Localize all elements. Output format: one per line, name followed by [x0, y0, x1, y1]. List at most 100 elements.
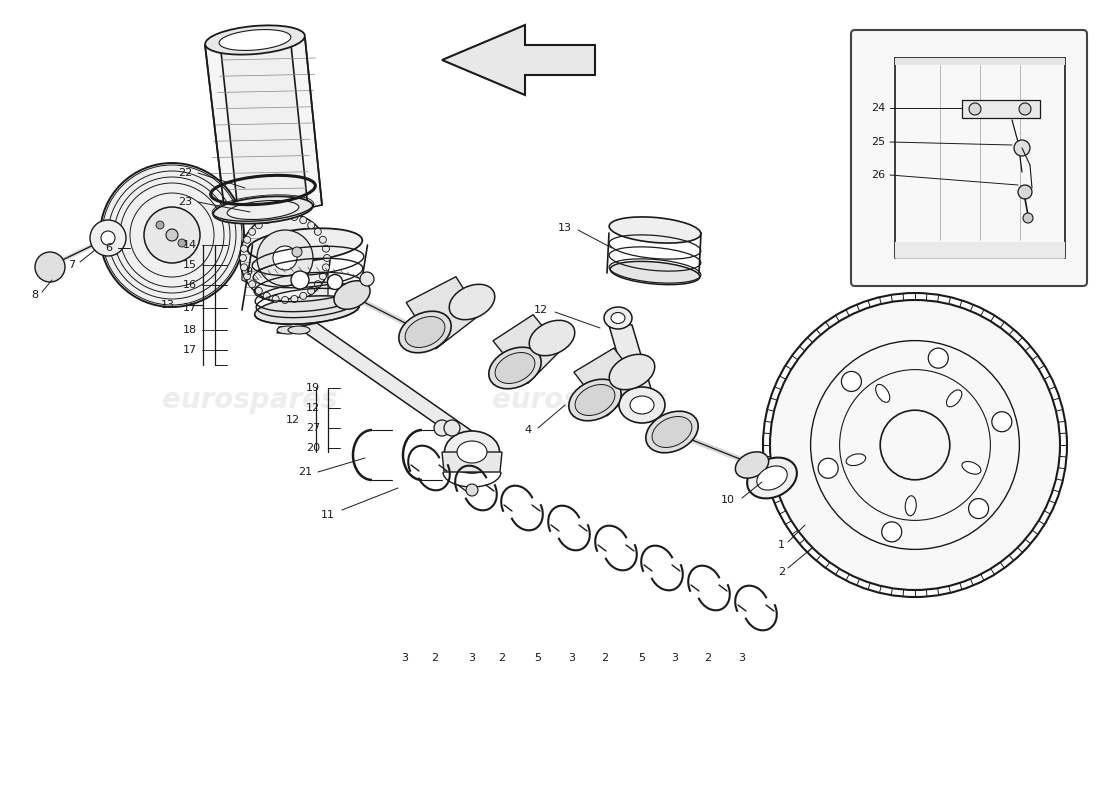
- Text: 1: 1: [778, 540, 785, 550]
- Circle shape: [178, 239, 186, 247]
- Circle shape: [292, 247, 302, 257]
- Circle shape: [818, 458, 838, 478]
- Polygon shape: [297, 323, 482, 442]
- FancyBboxPatch shape: [851, 30, 1087, 286]
- Text: 12: 12: [286, 415, 300, 425]
- Ellipse shape: [206, 26, 305, 54]
- Circle shape: [249, 281, 255, 288]
- Circle shape: [928, 348, 948, 368]
- Polygon shape: [205, 42, 238, 215]
- Text: 16: 16: [183, 280, 197, 290]
- Ellipse shape: [905, 496, 916, 516]
- Circle shape: [244, 273, 251, 280]
- Text: 6: 6: [104, 243, 112, 253]
- Circle shape: [290, 295, 298, 302]
- Ellipse shape: [757, 466, 788, 490]
- Text: 4: 4: [525, 425, 532, 435]
- Circle shape: [290, 214, 298, 221]
- Polygon shape: [277, 327, 299, 333]
- Text: 7: 7: [68, 260, 75, 270]
- Polygon shape: [290, 35, 322, 208]
- Circle shape: [1014, 140, 1030, 156]
- Circle shape: [263, 217, 271, 224]
- Text: eurospares: eurospares: [163, 386, 338, 414]
- Ellipse shape: [610, 262, 700, 285]
- Text: 2: 2: [431, 653, 439, 663]
- Text: 14: 14: [183, 240, 197, 250]
- Text: 3: 3: [402, 653, 408, 663]
- Text: 21: 21: [298, 467, 312, 477]
- Ellipse shape: [328, 274, 342, 290]
- Circle shape: [466, 484, 478, 496]
- Ellipse shape: [630, 396, 654, 414]
- Ellipse shape: [735, 452, 769, 478]
- Circle shape: [360, 272, 374, 286]
- Ellipse shape: [399, 311, 451, 353]
- Circle shape: [156, 221, 164, 229]
- Ellipse shape: [876, 384, 890, 402]
- Text: 3: 3: [469, 653, 475, 663]
- Text: 19: 19: [306, 383, 320, 393]
- Circle shape: [255, 287, 262, 294]
- Ellipse shape: [495, 353, 535, 383]
- Ellipse shape: [609, 217, 701, 243]
- Polygon shape: [962, 100, 1040, 118]
- Circle shape: [1023, 213, 1033, 223]
- Polygon shape: [608, 322, 654, 405]
- Ellipse shape: [292, 271, 309, 289]
- Text: 24: 24: [871, 103, 886, 113]
- Text: 22: 22: [178, 168, 192, 178]
- Text: 5: 5: [535, 653, 541, 663]
- Ellipse shape: [277, 326, 299, 334]
- Text: 25: 25: [871, 137, 886, 147]
- Circle shape: [1019, 103, 1031, 115]
- Circle shape: [969, 498, 989, 518]
- Polygon shape: [220, 35, 308, 212]
- Circle shape: [249, 228, 255, 235]
- Polygon shape: [574, 348, 641, 416]
- Ellipse shape: [610, 313, 625, 323]
- Polygon shape: [442, 452, 502, 472]
- Ellipse shape: [488, 347, 541, 389]
- Circle shape: [273, 246, 297, 270]
- Text: 27: 27: [306, 423, 320, 433]
- Circle shape: [315, 228, 321, 235]
- Text: 12: 12: [534, 305, 548, 315]
- Text: 2: 2: [498, 653, 506, 663]
- Circle shape: [282, 213, 288, 219]
- Polygon shape: [895, 242, 1065, 258]
- Ellipse shape: [962, 462, 981, 474]
- Circle shape: [35, 252, 65, 282]
- Ellipse shape: [248, 228, 362, 262]
- Text: 26: 26: [871, 170, 886, 180]
- Text: 12: 12: [306, 403, 320, 413]
- Ellipse shape: [652, 417, 692, 447]
- Text: 23: 23: [178, 197, 192, 207]
- Text: 17: 17: [183, 345, 197, 355]
- Circle shape: [101, 231, 116, 245]
- Ellipse shape: [288, 326, 310, 334]
- Text: 2: 2: [778, 567, 785, 577]
- Circle shape: [299, 292, 307, 299]
- Circle shape: [90, 220, 126, 256]
- Polygon shape: [242, 235, 328, 300]
- Ellipse shape: [456, 441, 487, 463]
- Circle shape: [434, 420, 450, 436]
- Circle shape: [322, 245, 329, 252]
- Polygon shape: [493, 314, 561, 383]
- Circle shape: [308, 287, 315, 294]
- Circle shape: [144, 207, 200, 263]
- Text: 15: 15: [183, 260, 197, 270]
- Ellipse shape: [255, 296, 360, 324]
- Ellipse shape: [747, 458, 796, 498]
- Circle shape: [241, 245, 248, 252]
- Ellipse shape: [213, 196, 312, 224]
- Circle shape: [255, 222, 262, 229]
- Ellipse shape: [569, 379, 622, 421]
- Circle shape: [257, 230, 314, 286]
- Ellipse shape: [846, 454, 866, 466]
- Text: 2: 2: [704, 653, 712, 663]
- Text: 3: 3: [671, 653, 679, 663]
- Ellipse shape: [227, 201, 299, 219]
- Circle shape: [842, 371, 861, 391]
